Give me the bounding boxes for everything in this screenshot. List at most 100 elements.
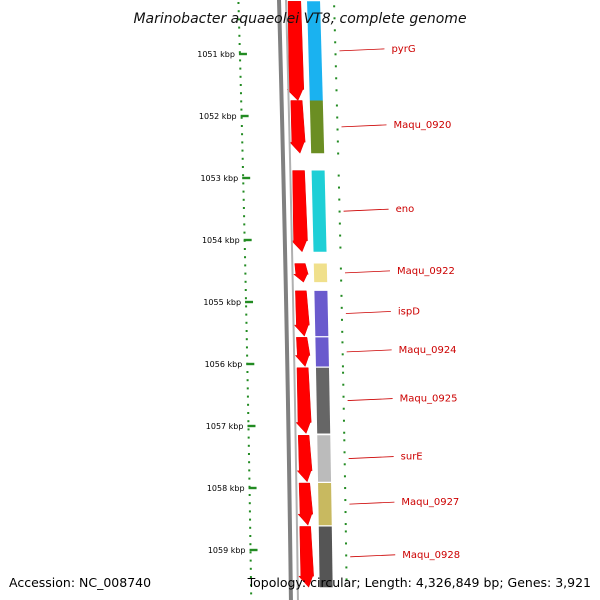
feature-dot [342, 407, 345, 410]
feature-dot [339, 246, 342, 249]
feature-dot [343, 431, 346, 434]
ring-dot [240, 100, 243, 103]
feature-dot [341, 341, 344, 344]
ring-dot [246, 387, 249, 390]
ring-dot [249, 518, 252, 521]
ring-dot [249, 551, 252, 554]
cog-bar-maqu-0927 [318, 483, 332, 526]
feature-dot [344, 499, 347, 502]
ring-dot [241, 166, 244, 168]
cog-bar-maqu-0924 [315, 337, 329, 367]
ring-dot [244, 297, 247, 300]
ring-dot [244, 280, 247, 283]
feature-dot [334, 53, 337, 56]
ring-dot [242, 182, 245, 185]
gene-label-maqu-0924: Maqu_0924 [399, 345, 457, 356]
ring-dot [247, 428, 250, 431]
ring-dot [250, 584, 253, 587]
ring-dot [248, 494, 251, 496]
gene-label-ispd: ispD [398, 306, 420, 317]
feature-dot [341, 353, 344, 356]
feature-dot [344, 511, 347, 514]
feature-dot [337, 186, 340, 189]
feature-dot [334, 65, 337, 68]
tick-label: 1055 kbp [203, 298, 241, 307]
ring-dot [240, 125, 243, 127]
feature-dot [342, 395, 345, 398]
ring-dot [240, 116, 243, 119]
ring-dot [239, 59, 242, 62]
feature-dot [341, 330, 344, 333]
ring-dot [242, 207, 245, 209]
gene-label-pyrg: pyrG [391, 44, 415, 55]
ring-dot [246, 371, 249, 373]
leader-line [345, 311, 391, 314]
tick-label: 1056 kbp [205, 360, 243, 369]
ring-dot [243, 248, 246, 250]
ring-dot [245, 330, 248, 332]
ring-dot [243, 231, 246, 234]
gene-arrow-maqu-0927 [297, 482, 314, 526]
feature-dot [340, 294, 343, 297]
feature-dot [344, 487, 347, 490]
ring-dot [246, 395, 249, 398]
gene-arrow-ispd [293, 290, 310, 337]
gene-arrow-maqu-0925 [295, 367, 312, 434]
feature-dot [344, 523, 347, 526]
ring-dot [239, 75, 242, 78]
feature-dot [340, 279, 343, 282]
cog-bar-maqu-0925 [315, 367, 331, 434]
ring-dot [238, 26, 241, 29]
ring-dot [248, 502, 251, 505]
feature-dot [336, 128, 339, 131]
ring-dot [246, 379, 249, 382]
feature-dot [343, 451, 346, 454]
feature-dot [342, 371, 345, 374]
gene-arrow-maqu-0924 [294, 337, 311, 367]
feature-dot [337, 152, 340, 155]
ring-dot [244, 264, 247, 267]
leader-line [344, 270, 391, 274]
ring-dot [248, 469, 251, 472]
ring-dot [240, 108, 243, 111]
accession-text: Accession: NC_008740 [9, 575, 151, 590]
gene-label-sure: surE [401, 452, 423, 463]
gene-label-maqu-0927: Maqu_0927 [401, 497, 459, 508]
ring-dot [243, 215, 246, 218]
ring-dot [247, 436, 250, 439]
ring-dot [245, 313, 248, 316]
feature-dot [333, 29, 336, 32]
feature-dot [335, 104, 338, 107]
leader-line [349, 501, 395, 505]
ring-dot [237, 10, 240, 13]
gene-arrow-maqu-0928 [298, 526, 314, 588]
genome-summary-text: Topology: circular; Length: 4,326,849 bp… [247, 575, 591, 590]
cog-bar-maqu-0922 [313, 263, 328, 283]
ring-dot [237, 2, 240, 4]
gene-label-maqu-0922: Maqu_0922 [397, 266, 455, 277]
ring-dot [249, 526, 252, 529]
kbp-tick-marks: 1051 kbp 1052 kbp 1053 kbp 1054 kbp 1055 kbp… [197, 50, 258, 555]
feature-dot [339, 267, 342, 270]
ring-dot [249, 567, 252, 570]
ring-dot [246, 354, 249, 357]
leader-line [347, 398, 393, 401]
ring-dot [245, 321, 248, 324]
leader-line [341, 124, 387, 128]
genome-backbone [277, 0, 299, 600]
ring-dot [245, 338, 248, 341]
feature-dot [334, 41, 337, 44]
tick-label: 1059 kbp [208, 546, 246, 555]
feature-dot [339, 234, 342, 237]
backbone-inner [285, 0, 299, 600]
ring-dot [244, 289, 247, 291]
feature-dot [345, 554, 348, 557]
gene-label-maqu-0920: Maqu_0920 [393, 120, 451, 131]
feature-dot [342, 419, 345, 422]
ring-dot [243, 223, 246, 226]
ring-dot [241, 141, 244, 144]
backbone-outer [277, 0, 293, 600]
feature-dot [340, 306, 343, 309]
map-title: Marinobacter aquaeolei VT8, complete gen… [133, 11, 466, 27]
